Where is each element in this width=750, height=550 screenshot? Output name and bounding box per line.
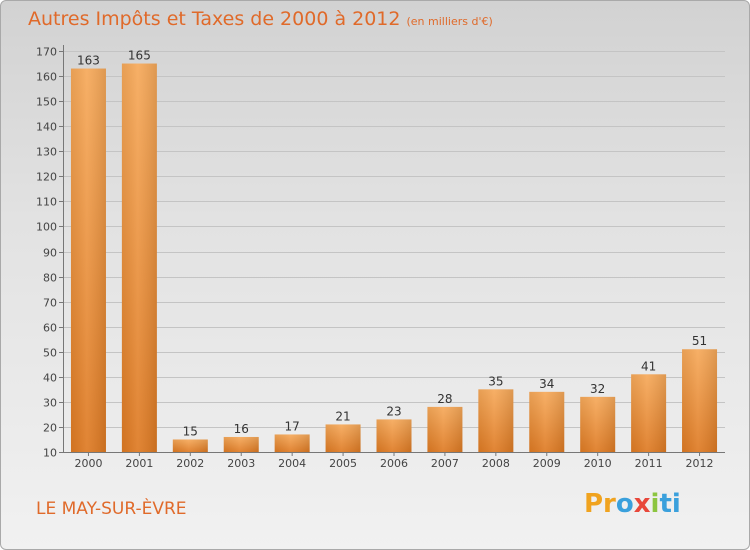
bar-shade [529,391,565,452]
bar-shade [70,68,106,452]
bars: 163 165 15 16 17 21 23 28 35 34 32 41 51 [70,49,718,452]
x-tick-label: 2001 [125,457,153,470]
bar-value-label: 17 [285,419,300,433]
proxiti-logo[interactable]: Proxiti [584,489,681,519]
y-tick-label: 10 [43,447,57,460]
chart-title: Autres Impôts et Taxes de 2000 à 2012 (en… [28,8,493,30]
logo-part: Pr [584,489,616,519]
logo-part: o [615,489,634,519]
bar-value-label: 23 [386,404,401,418]
bar-value-label: 28 [437,392,452,406]
chart-unit: (en milliers d'€) [406,15,493,28]
x-tick-label: 2012 [686,457,714,470]
y-tick-label: 40 [43,372,57,385]
x-tick-label: 2004 [278,457,306,470]
logo-part: i [650,489,660,519]
bar-shade [478,389,514,452]
x-tick-label: 2010 [584,457,612,470]
y-tick-label: 20 [43,422,57,435]
x-axis: 2000 2001 2002 2003 2004 2005 2006 2007 2008 2009… [63,452,725,470]
bar-shade [172,439,208,452]
x-tick-label: 2009 [533,457,561,470]
bar-value-label: 15 [183,424,198,438]
bar-shade [580,396,616,452]
bar-shade [631,374,667,452]
y-tick-label: 130 [36,146,57,159]
bar-shade [274,434,310,452]
bar-shade [427,406,463,452]
bar-value-label: 16 [234,422,249,436]
x-tick-label: 2011 [635,457,663,470]
bar-value-label: 51 [692,334,707,348]
bar-value-label: 35 [488,374,503,388]
bar-value-label: 21 [335,409,350,423]
y-tick-label: 150 [36,96,57,109]
y-axis: 10 20 30 40 50 60 70 80 90 100 110 120 130 140 150 160 1… [36,45,64,460]
y-tick-label: 70 [43,297,57,310]
chart-title-text: Autres Impôts et Taxes de 2000 à 2012 [28,8,401,30]
bar-shade [325,424,361,452]
bar-value-label: 41 [641,359,656,373]
y-tick-label: 50 [43,347,57,360]
y-tick-label: 120 [36,171,57,184]
logo-part: x [633,489,651,519]
y-tick-label: 60 [43,322,57,335]
x-tick-label: 2006 [380,457,408,470]
town-name: LE MAY-SUR-ÈVRE [36,499,187,519]
y-tick-label: 80 [43,272,57,285]
x-tick-label: 2007 [431,457,459,470]
logo-part: ti [659,489,681,519]
x-tick-label: 2005 [329,457,357,470]
y-tick-label: 100 [36,221,57,234]
bar-value-label: 32 [590,382,605,396]
y-tick-label: 110 [36,196,57,209]
bar-shade [223,436,259,452]
bar-shade [376,419,412,452]
y-tick-label: 90 [43,247,57,260]
bar-value-label: 165 [128,49,151,63]
y-tick-label: 170 [36,46,57,59]
gridlines [59,51,725,453]
y-tick-label: 160 [36,71,57,84]
x-tick-label: 2003 [227,457,255,470]
bar-shade [682,349,718,452]
y-tick-label: 140 [36,121,57,134]
x-tick-label: 2000 [74,457,102,470]
x-tick-label: 2002 [176,457,204,470]
x-tick-label: 2008 [482,457,510,470]
bar-value-label: 34 [539,377,554,391]
y-tick-label: 30 [43,397,57,410]
bar-value-label: 163 [77,54,100,68]
bar-shade [121,63,157,452]
